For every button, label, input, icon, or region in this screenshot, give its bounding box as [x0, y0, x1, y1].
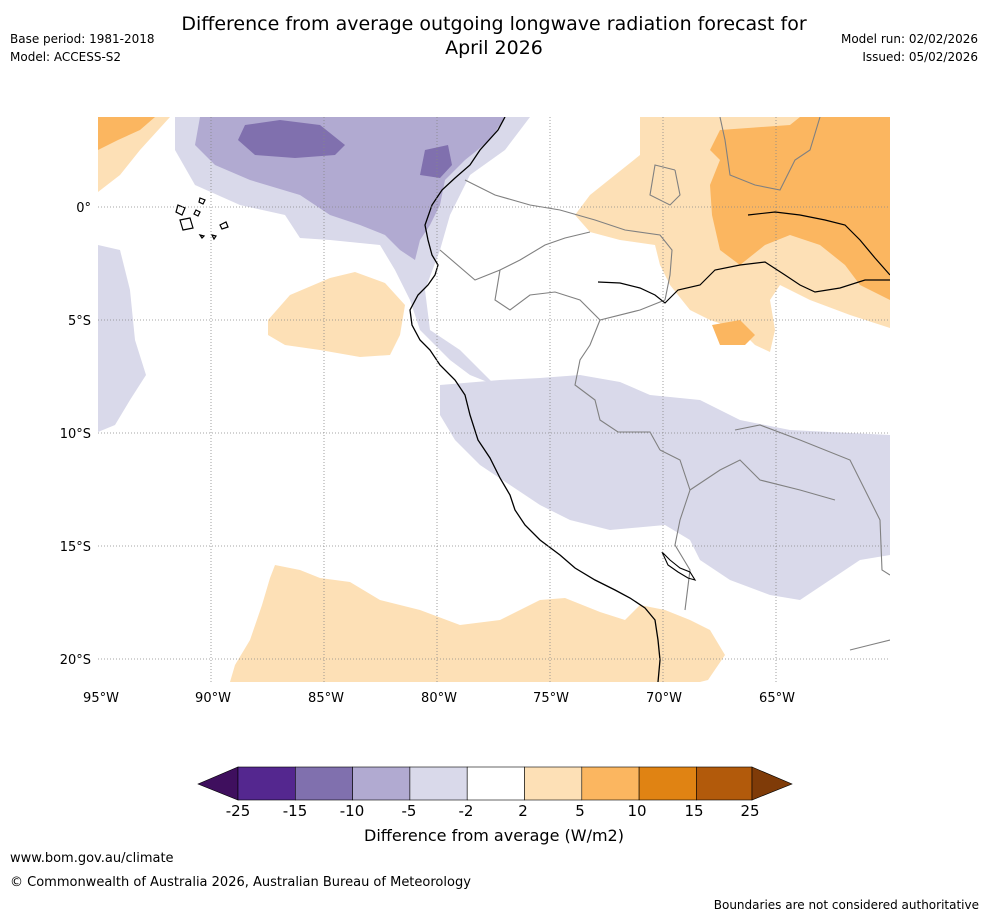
colorbar: -25 -15 -10 -5 -2 2 5 10 15 25 [197, 766, 793, 820]
title-line-2: April 2026 [445, 37, 543, 59]
coastline [409, 117, 661, 682]
colorbar-tick-1: -25 [226, 802, 251, 820]
lon-label-80w: 80°W [421, 691, 457, 706]
colorbar-tick-9: 15 [684, 802, 703, 820]
anomaly-region-pos2-south [230, 565, 725, 682]
country-borders [439, 117, 890, 651]
anomaly-region-neg10 [238, 120, 345, 158]
colorbar-swatch-1 [237, 766, 296, 801]
colorbar-tick-3: -10 [340, 802, 365, 820]
model-name: Model: ACCESS-S2 [10, 50, 122, 64]
gridlines [98, 117, 890, 682]
issued-date: Issued: 05/02/2026 [862, 50, 978, 64]
colorbar-swatch-8 [638, 766, 697, 801]
meta-left: Base period: 1981-2018 Model: ACCESS-S2 [10, 30, 155, 66]
map-area [98, 117, 890, 682]
lat-label-15s: 15°S [60, 540, 91, 555]
lake-titicaca [661, 551, 697, 581]
meta-right: Model run: 02/02/2026 Issued: 05/02/2026 [841, 30, 978, 66]
lon-label-90w: 90°W [195, 691, 231, 706]
colorbar-tick-5: -2 [459, 802, 474, 820]
lon-labels: 95°W 90°W 85°W 80°W 75°W 70°W 65°W [83, 691, 795, 706]
colorbar-tick-8: 10 [627, 802, 646, 820]
lat-labels: 0° 5°S 10°S 15°S 20°S [60, 201, 91, 668]
colorbar-tick-2: -15 [283, 802, 308, 820]
chart-title: Difference from average outgoing longwav… [0, 12, 988, 60]
colorbar-extend-low [197, 766, 239, 801]
lat-label-10s: 10°S [60, 427, 91, 442]
anomaly-region-pos5-northeast [710, 117, 890, 300]
anomaly-region-pos5-small [712, 320, 755, 345]
lon-label-70w: 70°W [646, 691, 682, 706]
lon-label-65w: 65°W [759, 691, 795, 706]
model-run: Model run: 02/02/2026 [840, 32, 978, 46]
amazon-river [597, 261, 890, 304]
lat-label-20s: 20°S [60, 653, 91, 668]
anomaly-region-pos5-northwest [98, 117, 155, 150]
anomaly-region-neg10-small [420, 145, 452, 178]
lon-label-75w: 75°W [533, 691, 569, 706]
negro-river [747, 211, 890, 276]
colorbar-swatch-4 [409, 766, 468, 801]
galapagos-islands [175, 197, 229, 241]
footer-url[interactable]: www.bom.gov.au/climate [10, 851, 174, 866]
anomaly-region-pos2-westpacific [268, 272, 405, 357]
colorbar-extend-high [751, 766, 793, 801]
colorbar-swatch-2 [294, 766, 353, 801]
colorbar-swatch-6 [524, 766, 583, 801]
colorbar-tick-7: 5 [575, 802, 585, 820]
lat-label-0: 0° [76, 201, 91, 216]
base-period: Base period: 1981-2018 [10, 32, 155, 46]
lat-label-5s: 5°S [68, 314, 91, 329]
lon-label-95w: 95°W [83, 691, 119, 706]
colorbar-tick-6: 2 [518, 802, 528, 820]
footer-copyright: © Commonwealth of Australia 2026, Austra… [10, 875, 471, 890]
footer-disclaimer: Boundaries are not considered authoritat… [713, 898, 979, 912]
colorbar-tick-4: -5 [402, 802, 417, 820]
colorbar-swatch-9 [696, 766, 753, 801]
colorbar-swatch-3 [352, 766, 411, 801]
colorbar-swatch-7 [581, 766, 640, 801]
colorbar-ticks: -25 -15 -10 -5 -2 2 5 10 15 25 [226, 802, 760, 820]
colorbar-tick-10: 25 [740, 802, 759, 820]
colorbar-swatch-5 [466, 766, 525, 801]
colorbar-title: Difference from average (W/m2) [364, 826, 624, 845]
lon-label-85w: 85°W [308, 691, 344, 706]
anomaly-region-neg2-west [98, 245, 146, 432]
title-line-1: Difference from average outgoing longwav… [181, 13, 807, 35]
